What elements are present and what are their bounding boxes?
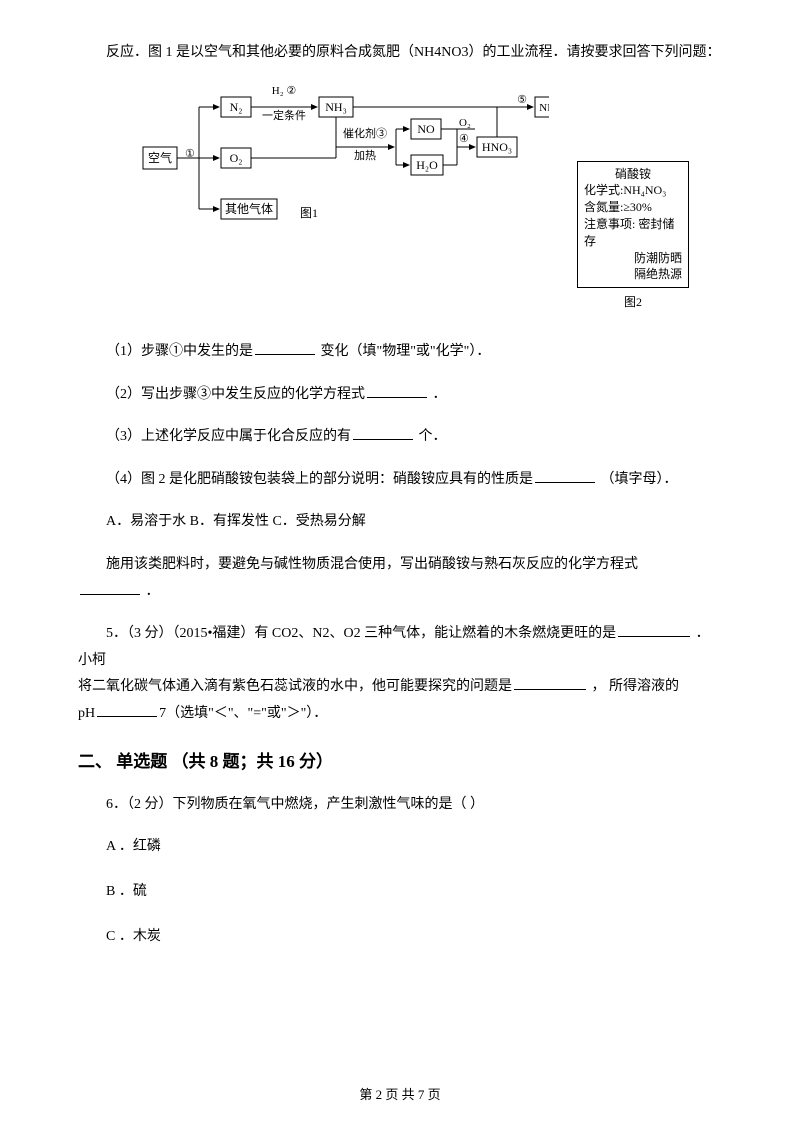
question-6: 6．（2 分）下列物质在氧气中燃烧，产生刺激性气味的是（ ） (78, 792, 722, 819)
q4-apply-text: 施用该类肥料时，要避免与碱性物质混合使用，写出硝酸铵与熟石灰反应的化学方程式 (106, 557, 638, 572)
svg-text:图1: 图1 (300, 206, 318, 220)
q4-apply-blank-line: ． (78, 579, 722, 606)
q4-after: （填字母）． (597, 472, 678, 487)
svg-text:空气: 空气 (148, 150, 172, 165)
q6-option-b[interactable]: B ．硫 (78, 879, 722, 906)
svg-text:NH₃: NH₃ (325, 100, 347, 114)
q4-apply-after: ． (142, 584, 160, 599)
figure-1-svg: 空气 ① N₂ O₂ 其他气体 H₂ ② 一定条件 NH₃ (141, 79, 549, 229)
figure-1: 空气 ① N₂ O₂ 其他气体 H₂ ② 一定条件 NH₃ (141, 79, 549, 314)
question-2: （2）写出步骤③中发生反应的化学方程式 ． (78, 382, 722, 409)
q4-apply-blank[interactable] (80, 581, 140, 595)
question-1: （1）步骤①中发生的是 变化（填"物理"或"化学"）． (78, 339, 722, 366)
svg-text:NO: NO (417, 122, 435, 136)
q5-f: 7（选填"＜"、"="或"＞"）． (159, 706, 327, 721)
q5-c: 将二氧化碳气体通入滴有紫色石蕊试液的水中，他可能要探究的问题是 (78, 679, 512, 694)
fig2-line2: 化学式:NH₄NO₃ (584, 182, 682, 199)
svg-text:HNO₃: HNO₃ (482, 140, 512, 154)
q6-option-c[interactable]: C ．木炭 (78, 924, 722, 951)
q5-d: ， 所得溶液的 (588, 679, 679, 694)
q6-option-a[interactable]: A ．红磷 (78, 834, 722, 861)
q2-after: ． (429, 387, 447, 402)
fig2-line6: 隔绝热源 (584, 266, 682, 283)
fig2-line3: 含氮量:≥30% (584, 199, 682, 216)
question-4: （4）图 2 是化肥硝酸铵包装袋上的部分说明：硝酸铵应具有的性质是 （填字母）． (78, 467, 722, 494)
svg-text:一定条件: 一定条件 (262, 108, 306, 122)
q5-blank-1[interactable] (618, 623, 690, 637)
question-5: 5．（3 分）（2015•福建）有 CO2、N2、O2 三种气体，能让燃着的木条… (78, 621, 722, 674)
q1-blank[interactable] (255, 341, 315, 355)
q1-text: （1）步骤①中发生的是 (106, 344, 253, 359)
q4-options: A．易溶于水 B．有挥发性 C．受热易分解 (78, 509, 722, 536)
svg-text:催化剂③: 催化剂③ (343, 126, 387, 140)
q2-blank[interactable] (367, 384, 427, 398)
svg-text:H₂ ②: H₂ ② (272, 85, 297, 97)
figure-2-box: 硝酸铵 化学式:NH₄NO₃ 含氮量:≥30% 注意事项: 密封储存 防潮防晒 … (577, 161, 689, 289)
fig2-line4: 注意事项: 密封储存 (584, 216, 682, 250)
diagram-area: 空气 ① N₂ O₂ 其他气体 H₂ ② 一定条件 NH₃ (78, 79, 722, 314)
fig2-line5: 防潮防晒 (584, 250, 682, 267)
page-footer: 第 2 页 共 7 页 (0, 1083, 800, 1108)
q4-blank[interactable] (535, 469, 595, 483)
q5-e: pH (78, 706, 95, 721)
q5-a: 5．（3 分）（2015•福建）有 CO2、N2、O2 三种气体，能让燃着的木条… (106, 626, 616, 641)
q3-after: 个． (415, 429, 447, 444)
fig2-label: 图2 (624, 291, 642, 314)
svg-text:NH₄NO₃: NH₄NO₃ (539, 102, 549, 114)
q2-text: （2）写出步骤③中发生反应的化学方程式 (106, 387, 365, 402)
svg-text:N₂: N₂ (230, 100, 243, 114)
svg-text:其他气体: 其他气体 (225, 201, 273, 216)
svg-text:O₂: O₂ (459, 117, 471, 129)
svg-text:加热: 加热 (354, 149, 376, 162)
svg-text:④: ④ (459, 133, 469, 145)
figure-2: 硝酸铵 化学式:NH₄NO₃ 含氮量:≥30% 注意事项: 密封储存 防潮防晒 … (577, 79, 689, 314)
section-2-heading: 二、 单选题 （共 8 题；共 16 分） (78, 746, 722, 778)
q5-blank-2[interactable] (514, 676, 586, 690)
svg-text:O₂: O₂ (230, 151, 243, 165)
q4-apply: 施用该类肥料时，要避免与碱性物质混合使用，写出硝酸铵与熟石灰反应的化学方程式 (78, 552, 722, 579)
fig2-line1: 硝酸铵 (584, 166, 682, 183)
question-5-line2: 将二氧化碳气体通入滴有紫色石蕊试液的水中，他可能要探究的问题是 ， 所得溶液的 (78, 674, 722, 701)
q5-blank-3[interactable] (97, 703, 157, 717)
svg-text:⑤: ⑤ (517, 94, 527, 106)
q3-blank[interactable] (353, 426, 413, 440)
intro-text: 反应．图 1 是以空气和其他必要的原料合成氮肥（NH4NO3）的工业流程．请按要… (78, 40, 722, 67)
question-5-line3: pH 7（选填"＜"、"="或"＞"）． (78, 701, 722, 728)
q3-text: （3）上述化学反应中属于化合反应的有 (106, 429, 351, 444)
q1-after: 变化（填"物理"或"化学"）． (317, 344, 490, 359)
svg-text:H₂O: H₂O (416, 158, 438, 172)
q4-text: （4）图 2 是化肥硝酸铵包装袋上的部分说明：硝酸铵应具有的性质是 (106, 472, 533, 487)
question-3: （3）上述化学反应中属于化合反应的有 个． (78, 424, 722, 451)
